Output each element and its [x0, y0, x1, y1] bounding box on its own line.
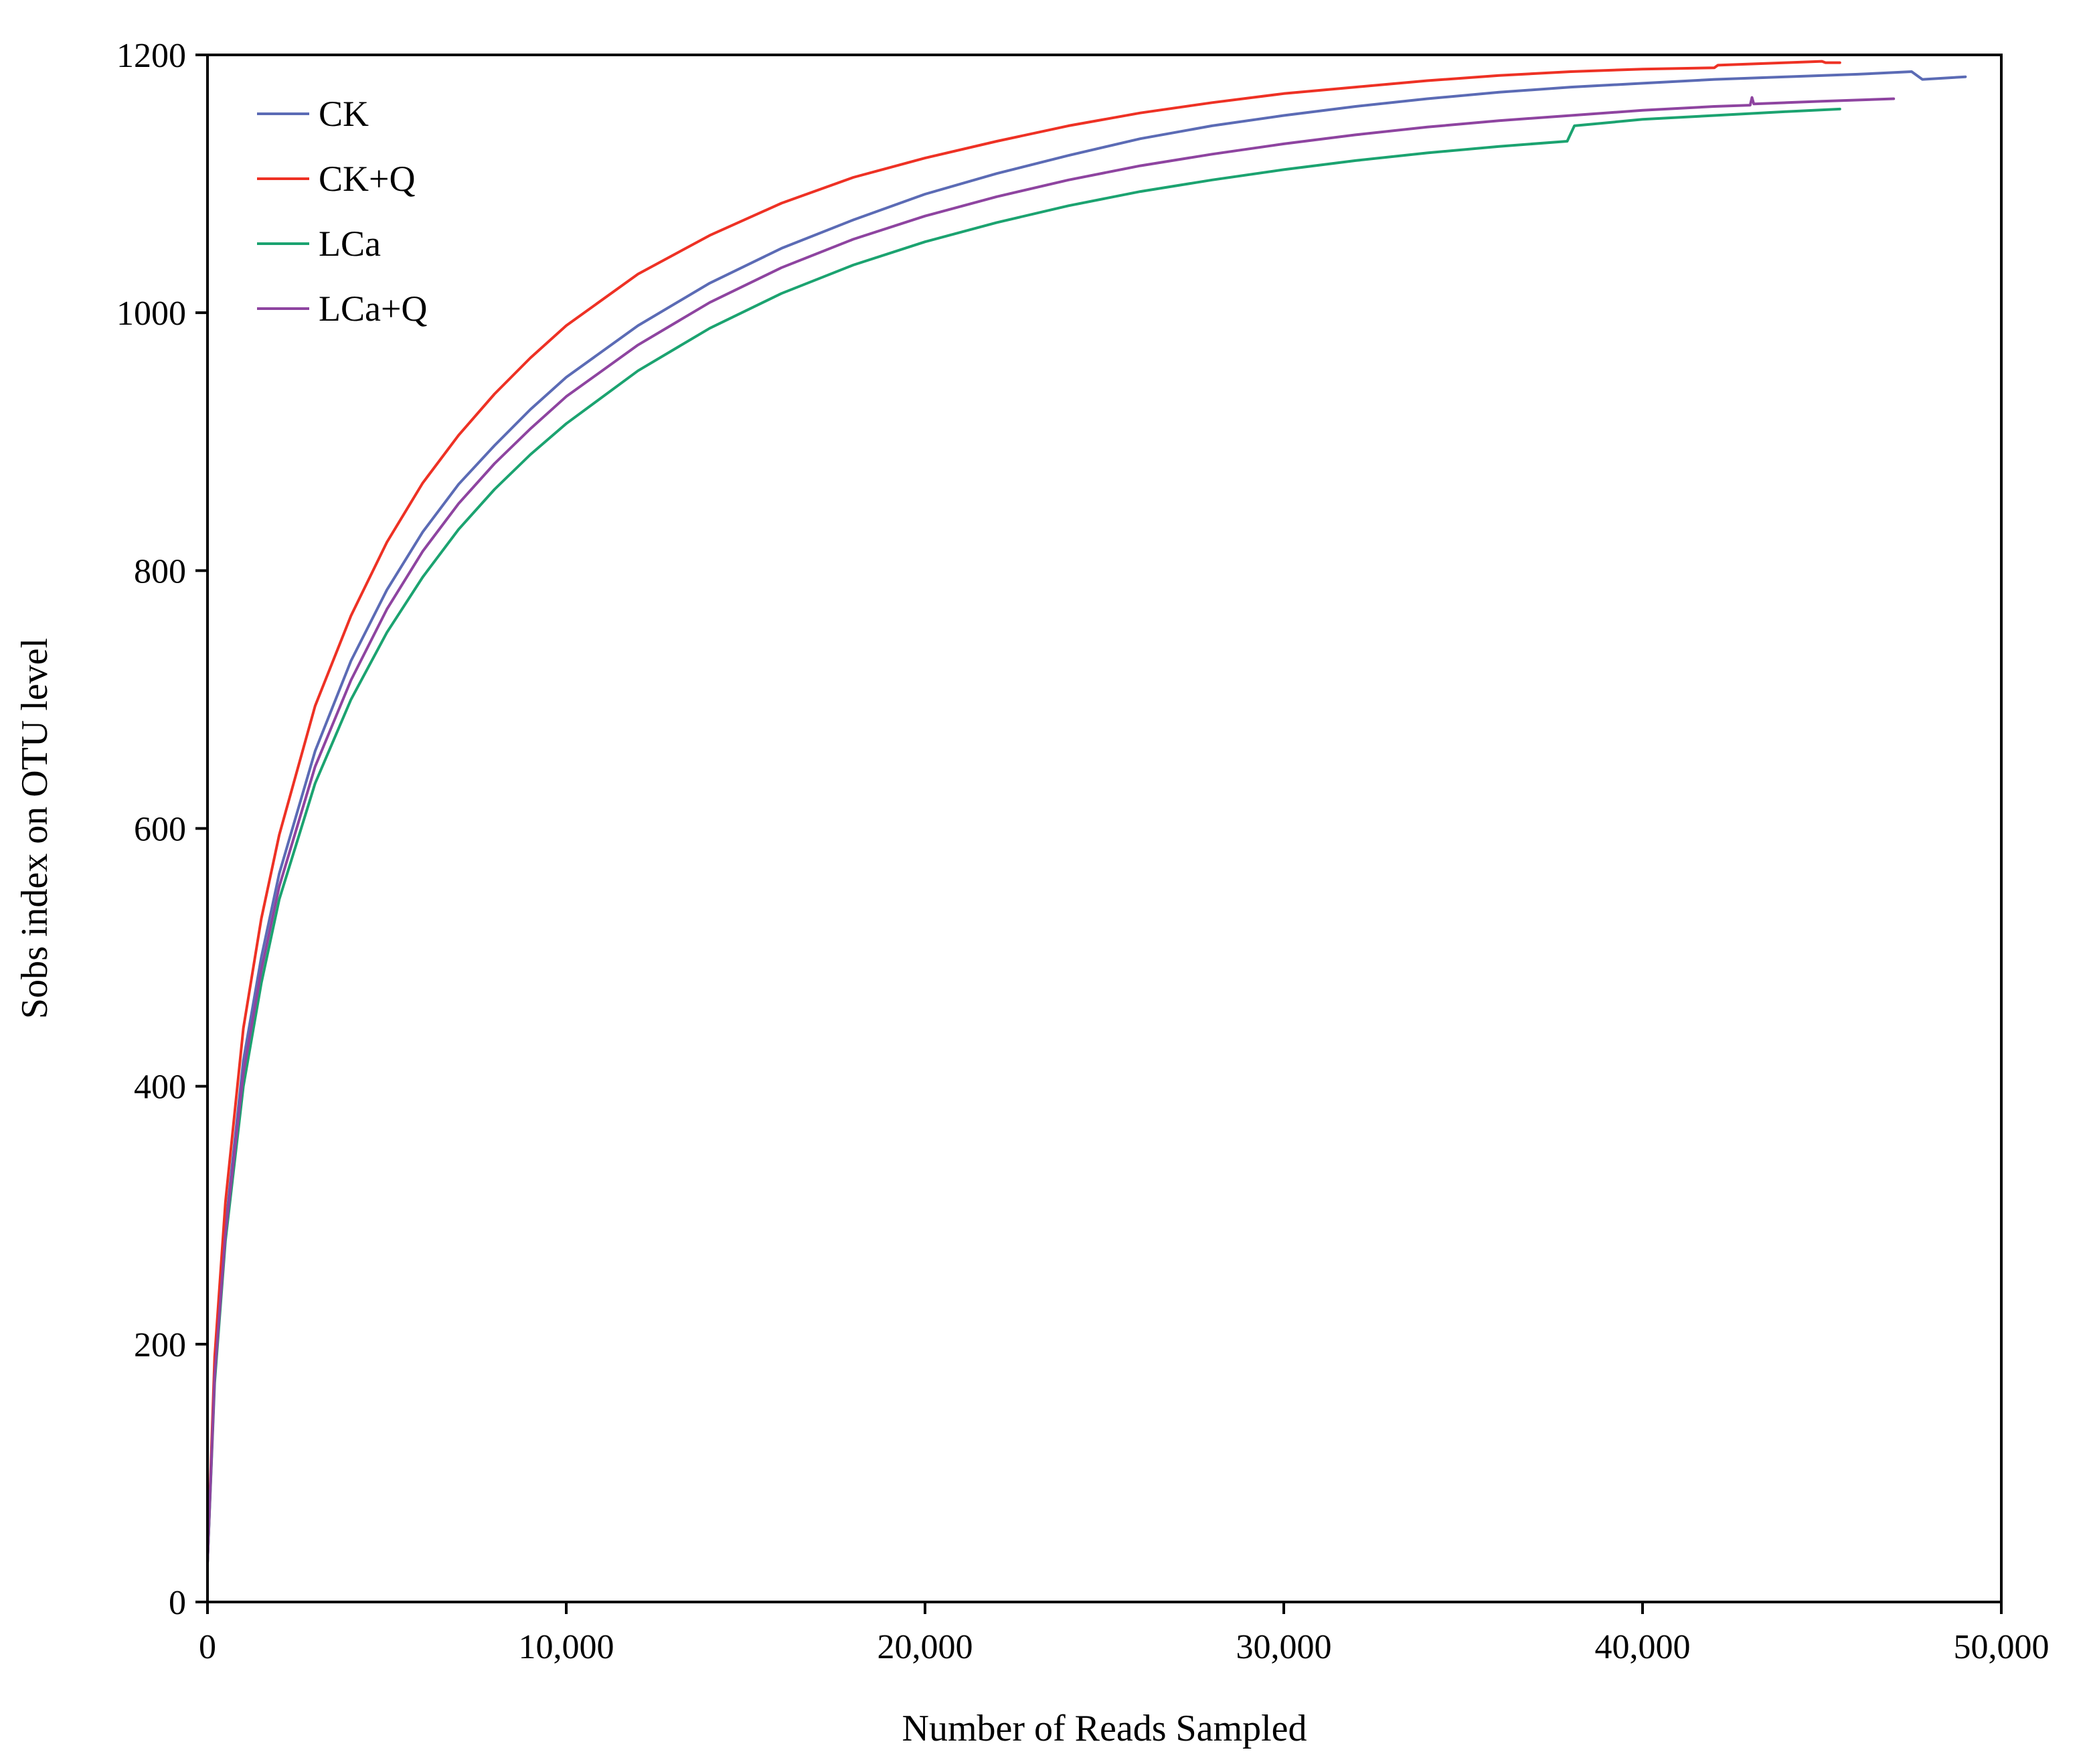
legend: CK CK+Q LCa LCa+Q	[257, 94, 427, 329]
legend-label-ck-q: CK+Q	[319, 159, 415, 199]
y-tick-label: 1000	[116, 295, 186, 333]
x-axis-title: Number of Reads Sampled	[902, 1708, 1307, 1749]
y-axis: 0 200 400 600 800 1000 1200	[116, 37, 207, 1622]
y-axis-title: Sobs index on OTU level	[14, 638, 56, 1019]
series-line-lca-q	[206, 96, 1896, 1565]
series-layer	[206, 60, 1967, 1565]
y-tick-label: 800	[134, 552, 186, 590]
legend-label-lca: LCa	[319, 224, 381, 264]
x-tick-label: 40,000	[1595, 1628, 1691, 1666]
y-tick-label: 200	[134, 1326, 186, 1364]
x-tick-label: 10,000	[519, 1628, 614, 1666]
legend-label-ck: CK	[319, 94, 369, 134]
y-tick-label: 0	[169, 1584, 186, 1622]
series-line-ck	[206, 70, 1967, 1565]
plot-frame	[206, 54, 2003, 1603]
x-tick-label: 0	[199, 1628, 216, 1666]
series-line-ck-q	[206, 60, 1841, 1565]
y-tick-label: 600	[134, 811, 186, 849]
y-tick-label: 400	[134, 1068, 186, 1107]
x-tick-label: 50,000	[1954, 1628, 2050, 1666]
x-axis: 0 10,000 20,000 30,000 40,000 50,000	[199, 1602, 2050, 1666]
legend-label-lca-q: LCa+Q	[319, 289, 427, 329]
x-tick-label: 30,000	[1236, 1628, 1332, 1666]
series-line-lca	[206, 107, 1841, 1565]
y-tick-label: 1200	[116, 37, 186, 75]
x-tick-label: 20,000	[877, 1628, 973, 1666]
